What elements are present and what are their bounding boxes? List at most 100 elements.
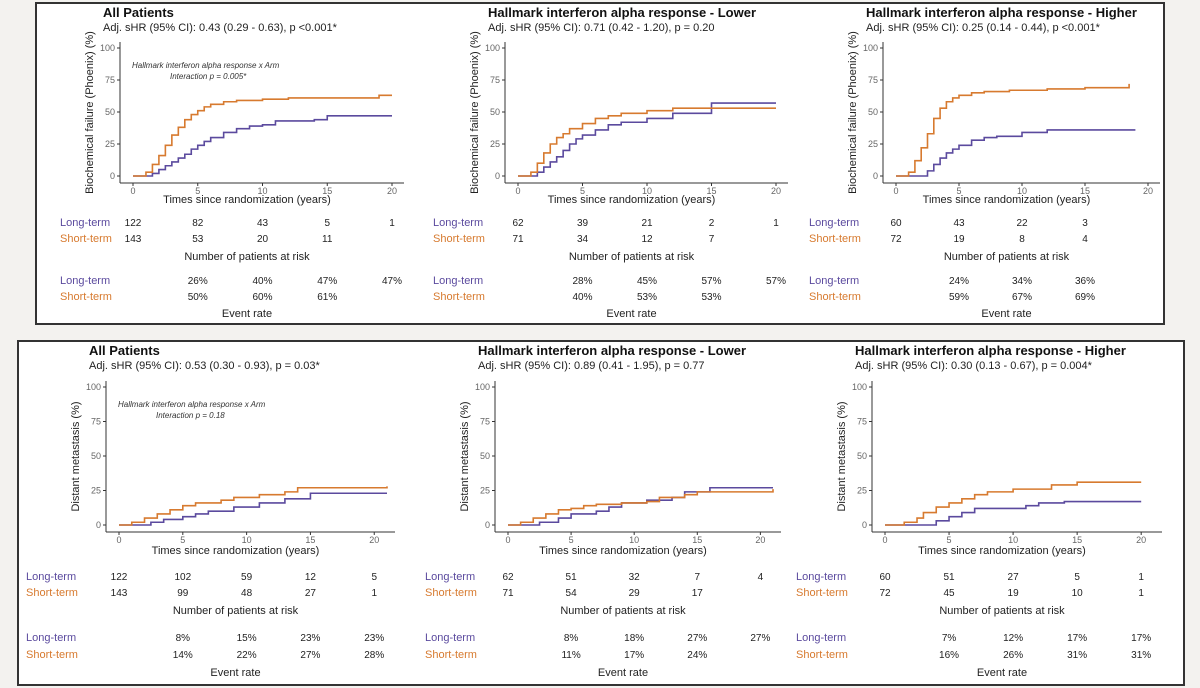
- risk-long-value: 7: [695, 572, 701, 583]
- risk-short-value: 4: [1082, 234, 1088, 245]
- risk-legend-short: Short-term: [796, 587, 848, 599]
- interaction-p: Interaction p = 0.005*: [170, 72, 247, 81]
- risk-long-value: 51: [943, 572, 955, 583]
- risk-caption: Number of patients at risk: [569, 251, 695, 263]
- event-short-value: 50%: [188, 292, 208, 303]
- y-tick-label: 25: [490, 139, 500, 149]
- risk-long-value: 1: [773, 218, 779, 229]
- risk-short-value: 11: [322, 234, 333, 245]
- y-tick-label: 75: [868, 75, 878, 85]
- event-caption: Event rate: [598, 667, 648, 679]
- x-axis-label: Times since randomization (years): [539, 545, 707, 557]
- event-long-value: 12%: [1003, 633, 1023, 644]
- x-tick-label: 20: [369, 535, 379, 545]
- risk-long-value: 2: [709, 218, 715, 229]
- risk-long-value: 43: [257, 218, 269, 229]
- risk-legend-long: Long-term: [60, 217, 110, 229]
- interaction-note: Hallmark interferon alpha response x Arm: [118, 400, 266, 409]
- risk-long-value: 12: [305, 572, 317, 583]
- short-term-curve: [518, 107, 776, 177]
- risk-caption: Number of patients at risk: [944, 251, 1070, 263]
- y-tick-label: 25: [868, 139, 878, 149]
- y-tick-label: 0: [495, 171, 500, 181]
- long-term-curve: [508, 486, 773, 526]
- long-term-curve: [119, 492, 387, 526]
- risk-legend-short: Short-term: [433, 233, 485, 245]
- event-short-value: 27%: [300, 650, 320, 661]
- panel-title: All Patients: [103, 5, 174, 20]
- risk-short-value: 53: [192, 234, 204, 245]
- risk-short-value: 19: [1008, 588, 1020, 599]
- event-legend-short: Short-term: [60, 291, 112, 303]
- x-tick-label: 0: [882, 535, 887, 545]
- event-short-value: 14%: [173, 650, 193, 661]
- y-tick-label: 25: [105, 139, 115, 149]
- y-tick-label: 100: [100, 43, 115, 53]
- y-tick-label: 50: [857, 451, 867, 461]
- risk-legend-long: Long-term: [796, 571, 846, 583]
- risk-short-value: 99: [177, 588, 189, 599]
- panel-subtitle: Adj. sHR (95% CI): 0.30 (0.13 - 0.67), p…: [855, 360, 1093, 372]
- y-tick-label: 100: [475, 382, 490, 392]
- risk-short-value: 20: [257, 234, 269, 245]
- x-axis-label: Times since randomization (years): [548, 194, 716, 206]
- event-long-value: 45%: [637, 276, 657, 287]
- y-tick-label: 75: [490, 75, 500, 85]
- x-tick-label: 20: [387, 186, 397, 196]
- risk-short-value: 1: [1138, 588, 1144, 599]
- event-long-value: 27%: [750, 633, 770, 644]
- event-long-value: 8%: [176, 633, 191, 644]
- risk-caption: Number of patients at risk: [173, 605, 299, 617]
- x-tick-label: 0: [505, 535, 510, 545]
- event-legend-short: Short-term: [26, 649, 78, 661]
- risk-legend-long: Long-term: [26, 571, 76, 583]
- risk-long-value: 1: [389, 218, 395, 229]
- panel-title: Hallmark interferon alpha response - Hig…: [855, 343, 1126, 358]
- panel-title: Hallmark interferon alpha response - Low…: [478, 343, 746, 358]
- risk-short-value: 8: [1019, 234, 1025, 245]
- risk-long-value: 5: [324, 218, 330, 229]
- y-tick-label: 0: [96, 520, 101, 530]
- panel-title: Hallmark interferon alpha response - Low…: [488, 5, 756, 20]
- event-legend-short: Short-term: [796, 649, 848, 661]
- x-tick-label: 15: [706, 186, 716, 196]
- y-tick-label: 50: [105, 107, 115, 117]
- event-legend-short: Short-term: [809, 291, 861, 303]
- x-tick-label: 5: [180, 535, 185, 545]
- event-short-value: 16%: [939, 650, 959, 661]
- event-long-value: 23%: [300, 633, 320, 644]
- x-tick-label: 5: [956, 186, 961, 196]
- y-axis-label: Biochemical failure (Phoenix) (%): [84, 31, 96, 194]
- event-short-value: 67%: [1012, 292, 1032, 303]
- risk-long-value: 122: [125, 218, 142, 229]
- risk-short-value: 72: [879, 588, 891, 599]
- event-long-value: 24%: [949, 276, 969, 287]
- panel-subtitle: Adj. sHR (95% CI): 0.89 (0.41 - 1.95), p…: [478, 360, 705, 372]
- event-long-value: 27%: [687, 633, 707, 644]
- short-term-curve: [119, 486, 388, 526]
- risk-legend-long: Long-term: [425, 571, 475, 583]
- risk-long-value: 22: [1016, 218, 1028, 229]
- risk-long-value: 60: [879, 572, 891, 583]
- event-short-value: 53%: [701, 292, 721, 303]
- x-tick-label: 15: [1080, 186, 1090, 196]
- x-tick-label: 15: [1072, 535, 1082, 545]
- risk-short-value: 54: [566, 588, 578, 599]
- short-term-curve: [133, 94, 392, 177]
- y-tick-label: 25: [857, 486, 867, 496]
- event-legend-short: Short-term: [433, 291, 485, 303]
- y-tick-label: 75: [857, 417, 867, 427]
- panel-subtitle: Adj. sHR (95% CI): 0.43 (0.29 - 0.63), p…: [103, 22, 338, 34]
- y-tick-label: 0: [110, 171, 115, 181]
- x-tick-label: 0: [116, 535, 121, 545]
- y-axis-label: Biochemical failure (Phoenix) (%): [847, 31, 859, 194]
- risk-long-value: 3: [1082, 218, 1088, 229]
- risk-legend-long: Long-term: [433, 217, 483, 229]
- x-tick-label: 10: [1017, 186, 1027, 196]
- risk-long-value: 32: [629, 572, 641, 583]
- event-long-value: 57%: [701, 276, 721, 287]
- risk-caption: Number of patients at risk: [560, 605, 686, 617]
- event-legend-long: Long-term: [809, 275, 859, 287]
- y-tick-label: 50: [868, 107, 878, 117]
